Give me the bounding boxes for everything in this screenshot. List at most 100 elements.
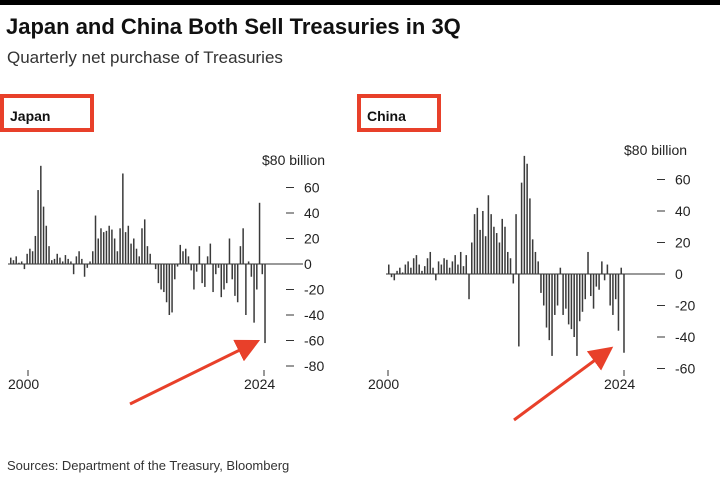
china-bar (565, 274, 567, 309)
japan-bar (220, 264, 223, 298)
japan-xtick-label: 2024 (244, 376, 275, 392)
japan-bar (12, 260, 15, 264)
china-bar (612, 274, 614, 315)
china-bar (551, 274, 553, 356)
japan-bar (234, 264, 236, 296)
china-bar (542, 274, 545, 306)
japan-bar (119, 228, 121, 264)
china-bar (573, 274, 575, 337)
japan-bar (78, 251, 80, 264)
japan-bar (94, 215, 97, 264)
japan-bar (72, 264, 75, 275)
japan-annotation-arrow (129, 339, 261, 406)
china-bar (531, 239, 534, 274)
china-bar (562, 274, 564, 315)
china-bar (526, 163, 528, 274)
china-bar (529, 198, 531, 274)
japan-unit-label: $80 billion (262, 152, 325, 168)
japan-ytick-label: -60 (304, 333, 324, 349)
japan-bar (67, 258, 69, 264)
china-bar (390, 274, 393, 278)
china-bar (435, 274, 437, 281)
china-bar (465, 255, 468, 274)
japan-bar (231, 264, 233, 280)
china-bar (388, 264, 390, 274)
japan-bar (250, 264, 253, 277)
china-bar (578, 274, 581, 322)
japan-bar (160, 264, 162, 290)
japan-bar (261, 264, 264, 275)
japan-ytick-label: -20 (304, 282, 324, 298)
china-panel-label: China (357, 94, 441, 132)
china-bar (396, 270, 398, 274)
china-bar (592, 274, 595, 309)
china-bar (393, 274, 396, 281)
japan-bar (100, 228, 102, 264)
japan-bar (89, 261, 91, 264)
japan-bar (45, 225, 48, 264)
china-ytick-label: 0 (675, 266, 683, 282)
japan-bar (225, 264, 228, 284)
japan-bar (204, 264, 206, 287)
japan-bar (245, 264, 247, 315)
japan-bar (23, 264, 26, 270)
japan-bar (40, 165, 42, 264)
china-bar (490, 214, 492, 274)
china-bar (404, 264, 407, 274)
japan-bar (256, 264, 258, 290)
japan-bar (176, 264, 179, 267)
china-bar (515, 214, 517, 274)
china-bar (437, 261, 440, 274)
china-ytick-label: -60 (675, 361, 695, 377)
china-bar (584, 274, 587, 300)
japan-bar (184, 248, 187, 264)
japan-bar (105, 230, 108, 264)
japan-bar (165, 264, 168, 303)
china-bar (623, 274, 625, 353)
japan-bar (217, 264, 220, 268)
source-note: Sources: Department of the Treasury, Blo… (7, 458, 290, 473)
china-bar (545, 274, 548, 328)
japan-bar (239, 246, 242, 264)
japan-bar (253, 264, 255, 323)
china-bar (537, 261, 539, 274)
japan-bar (42, 206, 45, 264)
japan-bar (102, 232, 105, 264)
japan-bar (168, 264, 171, 315)
china-bar (576, 274, 578, 356)
japan-bar (138, 256, 140, 264)
china-bar (459, 251, 462, 274)
japan-bar (20, 261, 23, 264)
china-bar (454, 255, 456, 274)
china-bar (479, 229, 481, 274)
japan-bar (236, 264, 239, 303)
japan-bar (141, 228, 143, 264)
china-bar (423, 266, 426, 275)
japan-bar (75, 256, 78, 264)
japan-bar (154, 264, 157, 270)
china-bar (617, 274, 620, 331)
japan-bar (10, 257, 12, 265)
china-xtick-label: 2000 (368, 376, 399, 392)
china-bar (429, 251, 432, 274)
china-bar (507, 251, 509, 274)
japan-bar (83, 264, 86, 277)
china-bar (462, 266, 465, 275)
china-ytick-label: 20 (675, 235, 691, 251)
china-bar (407, 261, 409, 274)
japan-bar (135, 248, 138, 264)
japan-bar (187, 256, 190, 264)
china-bar (540, 274, 542, 293)
japan-bar (18, 262, 20, 264)
japan-bar (86, 264, 89, 268)
china-bar (501, 218, 503, 275)
japan-bar (174, 264, 176, 280)
japan-bar (64, 255, 67, 264)
china-bar (518, 274, 520, 347)
china-bar (448, 267, 451, 274)
japan-ytick-label: 0 (304, 256, 312, 272)
china-bar (609, 274, 611, 306)
china-bar (512, 274, 515, 284)
china-bar (554, 274, 556, 315)
